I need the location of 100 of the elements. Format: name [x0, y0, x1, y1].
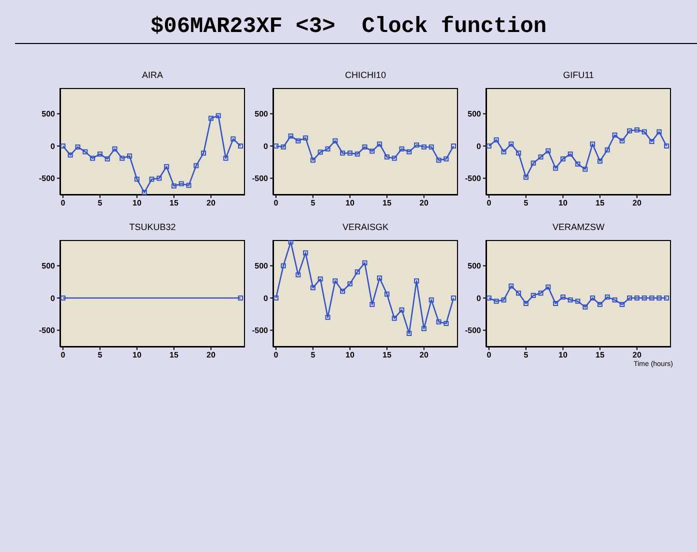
- point: [406, 330, 412, 336]
- y-tick-label: 500: [254, 262, 269, 271]
- x-tick-label: 10: [558, 198, 568, 208]
- x-tick-label: 0: [486, 350, 492, 360]
- x-tick-label: 0: [486, 198, 492, 208]
- point: [340, 288, 346, 294]
- text: $06MAR23XF <3> Clock function: [149, 14, 548, 39]
- x-tick-label: 0: [274, 198, 279, 208]
- point: [664, 144, 670, 149]
- x-tick-label: 15: [382, 350, 392, 360]
- point: [627, 128, 632, 134]
- point: [325, 314, 330, 320]
- point: [362, 260, 368, 266]
- x-tick-label: 10: [346, 350, 355, 360]
- point: [568, 297, 573, 302]
- point: [436, 319, 442, 324]
- point: [97, 152, 102, 157]
- point: [223, 156, 228, 161]
- x-tick-label: 5: [524, 350, 529, 360]
- point: [590, 142, 596, 147]
- point: [347, 281, 352, 286]
- point: [560, 156, 566, 162]
- point: [230, 136, 236, 142]
- x-tick-label: 0: [60, 350, 66, 360]
- x-tick-label: 20: [206, 350, 216, 360]
- x-tick-label: 20: [632, 198, 642, 208]
- x-tick-label: 20: [206, 198, 216, 208]
- point: [451, 144, 456, 149]
- point: [340, 150, 346, 156]
- point: [486, 296, 492, 301]
- x-tick-label: 5: [524, 198, 529, 208]
- point: [582, 304, 588, 310]
- chart-title: TSUKUB32: [128, 222, 177, 234]
- point: [392, 156, 397, 161]
- y-tick-label: -500: [252, 326, 269, 336]
- x-tick-label: 10: [132, 350, 142, 360]
- x-tick-label: 10: [558, 350, 568, 360]
- chart-title: GIFU11: [562, 70, 595, 82]
- point: [523, 300, 528, 306]
- point: [486, 144, 492, 149]
- point: [273, 296, 278, 301]
- chart-title: CHICHI10: [344, 70, 387, 82]
- point: [501, 149, 506, 154]
- point: [444, 156, 449, 162]
- point: [568, 152, 573, 157]
- y-tick-label: 0: [264, 294, 269, 303]
- point: [354, 152, 360, 157]
- point: [590, 296, 596, 301]
- point: [392, 316, 397, 321]
- point: [656, 129, 662, 134]
- point: [523, 174, 528, 180]
- point: [444, 320, 449, 326]
- point: [384, 154, 390, 160]
- point: [362, 144, 368, 150]
- point: [201, 150, 206, 156]
- point: [530, 160, 536, 166]
- point: [296, 138, 301, 144]
- point: [414, 278, 420, 284]
- x-tick-label: 20: [420, 350, 429, 360]
- point: [216, 113, 221, 118]
- x-tick-label: 0: [274, 350, 279, 360]
- point: [642, 296, 647, 301]
- point: [575, 298, 580, 304]
- point: [194, 163, 199, 168]
- point: [310, 158, 316, 163]
- y-tick-label: 500: [42, 262, 56, 271]
- y-tick-label: -500: [464, 326, 482, 336]
- point: [436, 158, 442, 163]
- point: [553, 166, 558, 171]
- y-tick-label: -500: [464, 174, 482, 184]
- y-tick-label: 0: [50, 142, 56, 151]
- point: [597, 158, 602, 164]
- point: [288, 134, 294, 139]
- y-tick-label: -500: [38, 326, 56, 336]
- point: [649, 139, 654, 144]
- point: [288, 240, 294, 244]
- point: [60, 144, 66, 149]
- point: [325, 146, 330, 152]
- point: [597, 302, 602, 307]
- point: [530, 292, 536, 298]
- point: [318, 276, 323, 282]
- point: [546, 148, 551, 154]
- point: [516, 150, 522, 156]
- point: [627, 296, 632, 301]
- point: [451, 296, 456, 301]
- point: [280, 144, 286, 150]
- point: [642, 129, 647, 134]
- x-tick-label: 5: [98, 350, 103, 360]
- y-tick-label: 0: [476, 294, 482, 303]
- point: [421, 144, 426, 150]
- point: [134, 176, 140, 182]
- point: [538, 154, 544, 160]
- point: [538, 290, 544, 296]
- x-tick-label: 5: [98, 198, 103, 208]
- point: [149, 176, 154, 182]
- point: [620, 302, 625, 307]
- x-tick-label: 5: [310, 198, 316, 208]
- point: [553, 300, 558, 306]
- point: [620, 138, 625, 144]
- point: [370, 302, 375, 307]
